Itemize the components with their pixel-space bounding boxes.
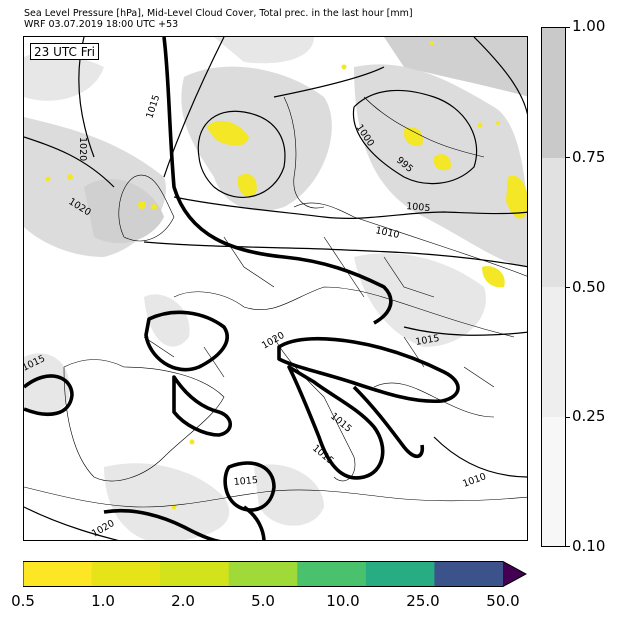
precip-bin-5 [365, 561, 435, 587]
precip-bin-4 [297, 561, 367, 587]
cloud-tick-0.50: 0.50 [572, 278, 606, 296]
precip-tick-5.0: 5.0 [251, 592, 275, 610]
precip-tick-10.0: 10.0 [326, 592, 360, 610]
isobar-label-1015b: 1015 [415, 333, 441, 348]
precip-bin-1 [91, 561, 161, 587]
chart-title: Sea Level Pressure [hPa], Mid-Level Clou… [24, 8, 413, 19]
cloud-bin-2 [542, 287, 565, 417]
isobar-label-1015: 1015 [144, 94, 162, 120]
model-run-subtitle: WRF 03.07.2019 18:00 UTC +53 [24, 19, 179, 30]
isobar-label-1010: 1010 [374, 225, 400, 241]
isobar-label-1020a: 1020 [77, 137, 88, 161]
precip-bin-3 [228, 561, 298, 587]
cloud-bin-1 [542, 416, 565, 546]
forecast-map: 1015 1020 1020 1000 995 1005 1010 1015 1… [23, 36, 528, 541]
isobar-label-1015f: 1015 [233, 475, 258, 488]
precip-tick-1.0: 1.0 [91, 592, 115, 610]
valid-time-label: 23 UTC Fri [30, 43, 99, 60]
precip-bin-extend [503, 561, 526, 587]
precip-bin-0 [23, 561, 93, 587]
precip-bin-2 [160, 561, 230, 587]
cloud-cover-layer [24, 37, 527, 540]
cloud-tick-0.75: 0.75 [572, 148, 606, 166]
precip-colorbar [23, 561, 527, 587]
isobar-1015-thick [24, 37, 460, 540]
precipitation-layer [45, 41, 527, 510]
precip-bin-6 [434, 561, 504, 587]
isobar-label-1005: 1005 [406, 201, 431, 214]
cloud-tick-0.25: 0.25 [572, 407, 606, 425]
cloud-bin-4 [542, 28, 565, 158]
precip-tick-50.0: 50.0 [486, 592, 520, 610]
precip-tick-0.5: 0.5 [11, 592, 35, 610]
map-canvas: 1015 1020 1020 1000 995 1005 1010 1015 1… [24, 37, 527, 540]
isobar-label-1010b: 1010 [461, 471, 487, 490]
cloud-tick-0.10: 0.10 [572, 537, 606, 555]
cloud-bin-3 [542, 157, 565, 287]
cloud-cover-colorbar [541, 27, 566, 547]
cloud-tick-1.00: 1.00 [572, 17, 606, 35]
precip-tick-2.0: 2.0 [171, 592, 195, 610]
precip-tick-25.0: 25.0 [406, 592, 440, 610]
isobar-label-1020c: 1020 [260, 330, 286, 352]
